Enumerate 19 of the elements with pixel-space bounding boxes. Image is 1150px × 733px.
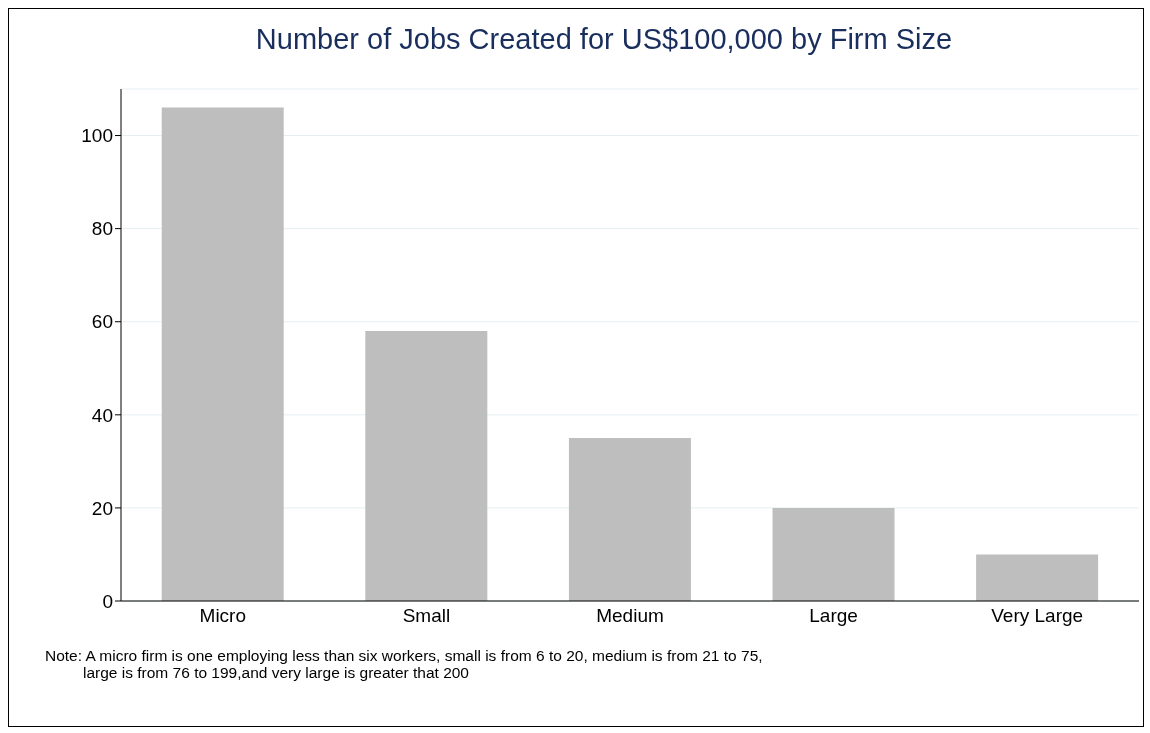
x-tick-label: Small bbox=[402, 605, 451, 627]
bar bbox=[976, 554, 1099, 601]
bar bbox=[568, 438, 691, 601]
bar bbox=[772, 507, 895, 601]
chart-title: Number of Jobs Created for US$100,000 by Firm Size bbox=[254, 23, 954, 56]
y-tick-label: 80 bbox=[91, 218, 113, 240]
x-tick-label: Very Large bbox=[991, 605, 1084, 627]
y-tick-label: 40 bbox=[91, 404, 113, 426]
text: large is from 76 to 199,and very large is greater that 200 bbox=[82, 664, 470, 681]
y-tick-label: 0 bbox=[102, 590, 113, 612]
x-tick-label: Large bbox=[809, 605, 858, 627]
x-tick-label: Medium bbox=[596, 605, 664, 627]
bar bbox=[365, 331, 488, 601]
y-tick-label: 60 bbox=[91, 311, 113, 333]
bar bbox=[161, 107, 284, 601]
x-tick-label: Micro bbox=[199, 605, 247, 627]
text: Note: A micro firm is one employing less than six workers, small is from 6 to 20, medium is from 21 to 75, bbox=[45, 647, 763, 664]
y-tick-label: 20 bbox=[91, 497, 113, 519]
y-tick-label: 100 bbox=[81, 125, 113, 147]
